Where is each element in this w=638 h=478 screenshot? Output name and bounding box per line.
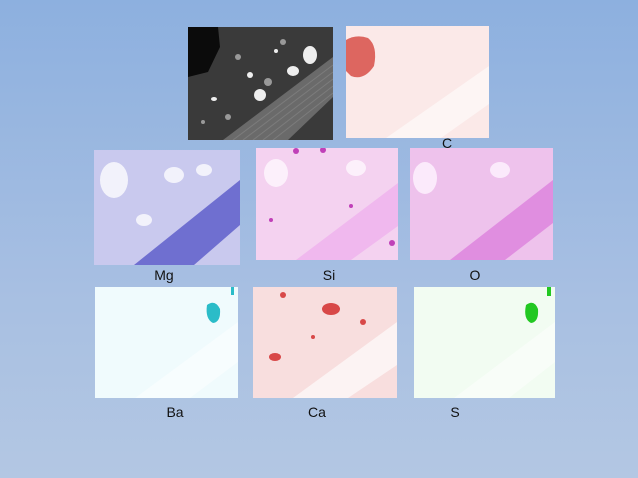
- map-o: [410, 148, 553, 260]
- map-c: [346, 26, 489, 138]
- map-label: Mg: [154, 267, 174, 283]
- map-label: O: [469, 267, 481, 283]
- map-s: [414, 287, 555, 398]
- map-label: Si: [322, 267, 336, 283]
- map-ca: [253, 287, 397, 398]
- map-label: S: [450, 404, 460, 420]
- map-label: Ba: [166, 404, 184, 420]
- map-si: [256, 148, 398, 260]
- map-mg: [94, 150, 240, 265]
- map-ba: [95, 287, 238, 398]
- map-label: Ca: [308, 404, 326, 420]
- sem-image: [188, 27, 333, 140]
- map-label: C: [441, 135, 453, 151]
